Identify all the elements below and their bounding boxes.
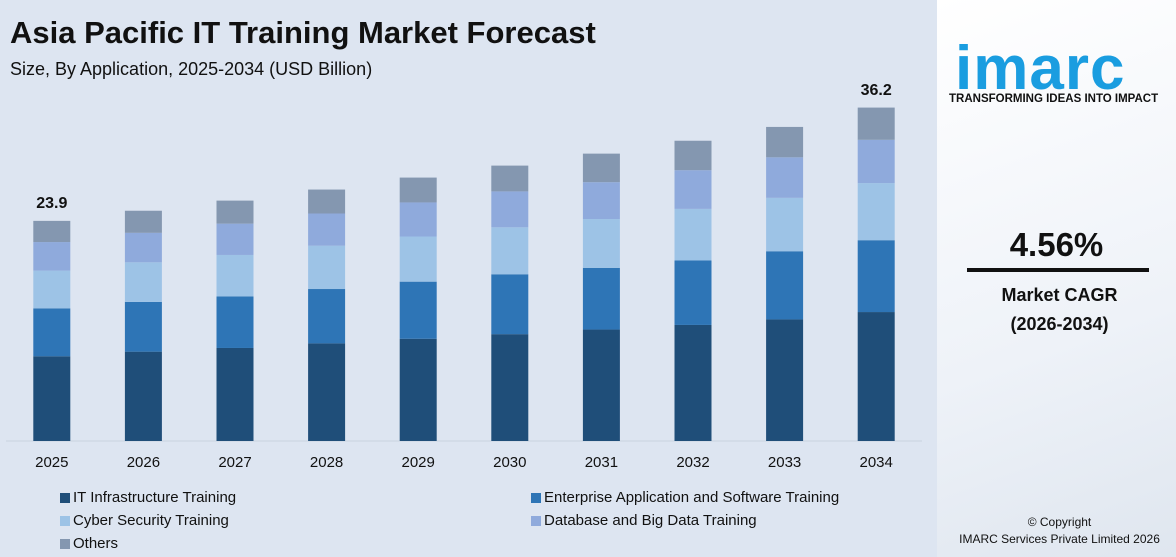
bar-segment	[216, 200, 254, 224]
legend-swatch	[60, 516, 70, 526]
bar-segment	[857, 107, 895, 140]
total-label: 36.2	[861, 82, 892, 99]
bar-segment	[766, 197, 804, 252]
x-tick-label: 2028	[310, 454, 343, 471]
chart-title: Asia Pacific IT Training Market Forecast	[10, 15, 596, 50]
bar-segment	[308, 189, 346, 214]
bar-segment	[33, 308, 71, 357]
bar-segment	[674, 208, 712, 261]
x-tick-label: 2025	[35, 454, 68, 471]
bar-segment	[857, 312, 895, 441]
legend-swatch	[531, 493, 541, 503]
cagr-period: (2026-2034)	[1010, 314, 1109, 334]
bar-segment	[216, 347, 254, 441]
bar-segment	[124, 210, 162, 233]
chart-subtitle: Size, By Application, 2025-2034 (USD Bil…	[10, 59, 372, 79]
legend-swatch	[531, 516, 541, 526]
total-label: 23.9	[36, 195, 67, 212]
bar-segment	[857, 240, 895, 313]
bar-segment	[33, 356, 71, 441]
x-tick-label: 2029	[402, 454, 435, 471]
bar-segment	[491, 227, 529, 275]
legend-label: Enterprise Application and Software Trai…	[544, 489, 839, 506]
bar-segment	[766, 319, 804, 441]
legend-label: IT Infrastructure Training	[73, 489, 236, 506]
bar-segment	[399, 338, 437, 441]
legend-swatch	[60, 539, 70, 549]
bar-segment	[124, 262, 162, 302]
bar-segment	[308, 245, 346, 290]
logo: imarc	[955, 34, 1126, 103]
bar-segment	[766, 126, 804, 158]
bar-segment	[399, 236, 437, 282]
bar-segment	[216, 254, 254, 297]
bar-segment	[399, 177, 437, 203]
legend-label: Database and Big Data Training	[544, 512, 757, 529]
x-tick-label: 2027	[218, 454, 251, 471]
bar-segment	[582, 267, 620, 330]
bar-segment	[124, 301, 162, 352]
bar-segment	[33, 270, 71, 309]
legend-swatch	[60, 493, 70, 503]
bar-segment	[33, 220, 71, 243]
legend-label: Cyber Security Training	[73, 512, 229, 529]
x-tick-label: 2030	[493, 454, 526, 471]
bar-segment	[216, 223, 254, 255]
bar-segment	[766, 251, 804, 320]
bar-segment	[857, 183, 895, 241]
bar-segment	[399, 281, 437, 339]
x-tick-label: 2026	[127, 454, 160, 471]
copyright: © Copyright	[1027, 515, 1092, 529]
bar-segment	[33, 242, 71, 271]
bar-segment	[491, 274, 529, 335]
bar-segment	[582, 153, 620, 183]
legend-label: Others	[73, 535, 118, 552]
bar-segment	[308, 213, 346, 246]
divider	[967, 268, 1149, 272]
sidebar: imarc TRANSFORMING IDEAS INTO IMPACT 4.5…	[937, 0, 1176, 557]
cagr-value: 4.56%	[1009, 226, 1104, 263]
cagr-label: Market CAGR	[1001, 285, 1118, 305]
bar-segment	[582, 219, 620, 268]
x-tick-label: 2032	[676, 454, 709, 471]
bar-segment	[308, 289, 346, 344]
bar-segment	[491, 191, 529, 228]
company: IMARC Services Private Limited 2026	[959, 532, 1160, 546]
bar-segment	[399, 202, 437, 237]
bar-segment	[308, 343, 346, 441]
bar-segment	[124, 351, 162, 441]
bar-segment	[491, 165, 529, 192]
tagline: TRANSFORMING IDEAS INTO IMPACT	[949, 93, 1159, 105]
x-tick-label: 2031	[585, 454, 618, 471]
bar-segment	[857, 139, 895, 184]
bar-segment	[124, 232, 162, 263]
bar-segment	[582, 329, 620, 441]
bar-segment	[674, 140, 712, 171]
bar-segment	[491, 334, 529, 441]
x-tick-label: 2034	[860, 454, 893, 471]
bar-segment	[582, 182, 620, 220]
bar-segment	[766, 157, 804, 198]
chart: Asia Pacific IT Training Market Forecast…	[6, 15, 922, 552]
bar-segment	[216, 296, 254, 348]
bar-segment	[674, 170, 712, 209]
bar-segment	[674, 324, 712, 441]
bar-segment	[674, 260, 712, 325]
x-tick-label: 2033	[768, 454, 801, 471]
